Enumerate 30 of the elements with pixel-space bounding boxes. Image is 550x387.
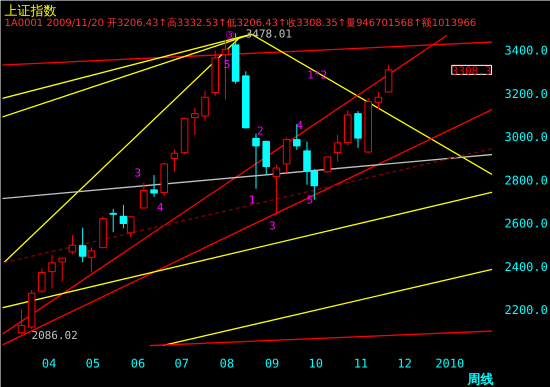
chart-title: 上证指数 <box>4 4 56 20</box>
annotation: 1 <box>248 194 256 207</box>
annotation: ③ <box>224 28 235 42</box>
annotation: 2086.02 <box>31 328 78 342</box>
annotation: 2 <box>256 124 264 138</box>
y-tick-label: 2400.0 <box>504 260 548 274</box>
x-tick-label: 10 <box>308 356 323 370</box>
annotation: 5 <box>306 194 314 207</box>
y-tick-label: 3200.0 <box>504 86 548 101</box>
text: 1A0001 2009/11/20 开3206.43↑高3332.53↑低3206.43↑收3308.35↑量946701568↑额1013966 <box>4 17 476 30</box>
annotation: 3 <box>269 219 276 232</box>
y-tick-label: 2800.0 <box>504 173 548 188</box>
x-tick-label: 04 <box>42 356 56 370</box>
y-tick-label: 2600.0 <box>504 216 548 231</box>
y-tick-label: 3400.0 <box>504 44 548 58</box>
text: 周线 <box>466 372 494 387</box>
x-tick-label: 05 <box>86 356 100 370</box>
y-tick-label: 3000.0 <box>504 130 548 144</box>
x-tick-label: 07 <box>174 356 189 370</box>
annotation: 3478.01 <box>246 28 292 41</box>
annotation: 3 <box>134 166 142 180</box>
x-tick-label: 09 <box>264 356 280 370</box>
annotation: 3308.3 <box>452 64 492 78</box>
x-tick-label: 2010 <box>435 356 464 370</box>
x-tick-label: 11 <box>354 356 368 370</box>
x-tick-label: 06 <box>130 356 146 370</box>
y-tick-label: 2200.0 <box>504 303 548 318</box>
x-tick-label: 12 <box>397 356 412 370</box>
x-tick-label: 08 <box>220 356 234 370</box>
annotation: 4 <box>156 200 164 214</box>
